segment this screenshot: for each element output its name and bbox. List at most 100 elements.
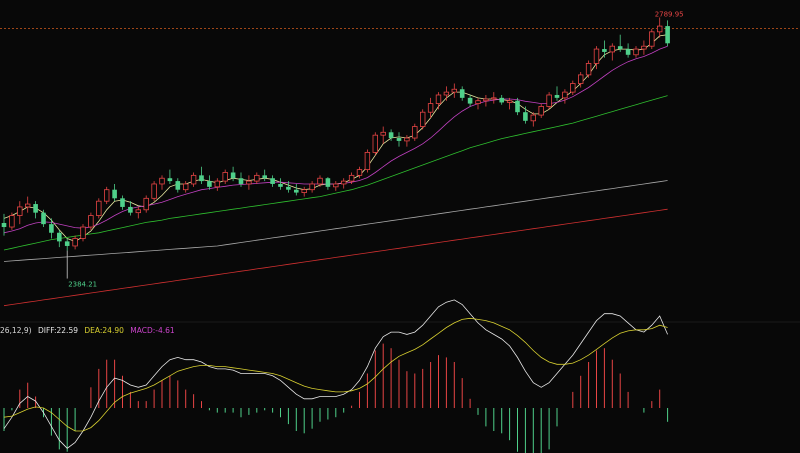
- candle: [372, 132, 378, 156]
- macd-value-label: MACD:-4.61: [130, 326, 175, 335]
- candle: [230, 166, 236, 182]
- candle: [120, 195, 125, 210]
- candle: [554, 86, 560, 101]
- candle-body: [199, 175, 204, 182]
- candle: [388, 129, 394, 141]
- candle: [538, 103, 544, 118]
- candle: [175, 178, 181, 193]
- candle: [530, 112, 536, 127]
- candlesticks: [1, 17, 670, 251]
- candle-body: [159, 177, 165, 185]
- candle-body: [451, 88, 457, 93]
- candle: [41, 209, 46, 228]
- candle: [641, 40, 647, 55]
- candle: [262, 169, 267, 182]
- price-panel: 2789.95 2384.21: [0, 10, 800, 307]
- candle-body: [530, 114, 536, 122]
- candle: [562, 89, 568, 104]
- candle-body: [309, 183, 315, 191]
- candle: [364, 149, 371, 173]
- candle: [593, 46, 600, 70]
- candle: [459, 86, 465, 101]
- candle: [625, 43, 631, 58]
- candle: [380, 126, 386, 144]
- candle: [515, 97, 520, 116]
- candle-body: [388, 132, 394, 139]
- candle-body: [120, 198, 125, 207]
- candle: [317, 175, 323, 187]
- candle-body: [585, 63, 592, 76]
- candle: [9, 212, 15, 230]
- candle: [523, 106, 528, 124]
- candle-body: [17, 206, 23, 216]
- candle-body: [190, 174, 197, 185]
- candle: [199, 166, 204, 184]
- macd-dea-label: DEA:24.90: [84, 326, 124, 335]
- candle-body: [333, 183, 339, 188]
- macd-diff-label: DIFF:22.59: [37, 326, 78, 335]
- candle-body: [128, 206, 133, 213]
- candle: [570, 80, 576, 95]
- candle: [214, 178, 220, 191]
- candle: [427, 97, 434, 118]
- candle-body: [578, 74, 584, 84]
- candle: [246, 175, 252, 190]
- candle-body: [570, 83, 576, 93]
- candle: [609, 43, 615, 61]
- candle: [325, 177, 331, 190]
- moving-average-lines: [3, 34, 668, 307]
- candle: [491, 92, 497, 104]
- candle: [475, 97, 481, 110]
- candle-body: [167, 178, 173, 182]
- candle: [506, 97, 513, 110]
- candle-body: [459, 89, 465, 98]
- candle-body: [135, 209, 141, 214]
- moving-average-line-4: [3, 180, 668, 262]
- candle: [143, 195, 149, 213]
- candle: [585, 60, 592, 78]
- candle: [128, 201, 133, 216]
- candle-body: [625, 49, 631, 55]
- candle: [222, 169, 228, 184]
- candle-body: [88, 215, 94, 228]
- candle-body: [523, 112, 528, 121]
- candle-body: [396, 138, 402, 141]
- candle: [238, 172, 244, 187]
- candle-body: [246, 180, 252, 185]
- candle-body: [57, 232, 62, 242]
- candle-body: [278, 183, 283, 187]
- candle: [435, 92, 442, 110]
- candle: [396, 132, 402, 147]
- candle: [294, 183, 299, 196]
- candle: [412, 123, 418, 141]
- candle-body: [49, 224, 54, 233]
- candle-body: [372, 134, 378, 153]
- candle-body: [112, 189, 117, 199]
- candle: [135, 206, 141, 219]
- candle-body: [294, 189, 299, 193]
- candle-body: [491, 97, 497, 100]
- candle-body: [506, 100, 513, 103]
- candle-body: [9, 215, 15, 228]
- candle: [286, 181, 291, 193]
- candle-body: [230, 172, 236, 179]
- moving-average-line-3: [3, 95, 668, 251]
- candle-body: [325, 178, 331, 187]
- macd-panel: [3, 299, 669, 453]
- candle: [467, 94, 473, 107]
- candle: [301, 186, 307, 197]
- candle-body: [33, 204, 38, 213]
- candle: [72, 235, 78, 250]
- candle-body: [104, 189, 110, 202]
- candle: [96, 198, 102, 219]
- candle-body: [286, 186, 291, 190]
- candle-body: [435, 94, 442, 104]
- macd-dea-line: [3, 317, 668, 432]
- candle-body: [404, 137, 410, 142]
- candle: [159, 175, 165, 190]
- candle-body: [72, 238, 78, 247]
- candle-body: [80, 226, 86, 239]
- candle: [254, 172, 260, 184]
- candle-body: [64, 241, 70, 246]
- candle: [657, 17, 663, 38]
